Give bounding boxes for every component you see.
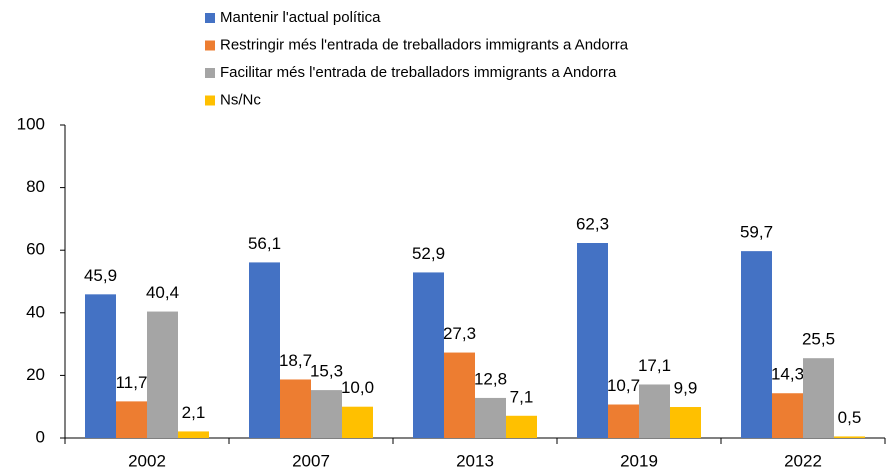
data-label: 14,3: [771, 365, 804, 384]
data-label: 0,5: [838, 408, 862, 427]
bar: [577, 243, 608, 438]
data-label: 10,0: [341, 378, 374, 397]
bar: [803, 358, 834, 438]
y-tick-label: 20: [26, 365, 45, 384]
data-label: 9,9: [674, 378, 698, 397]
x-tick-label: 2002: [128, 451, 166, 470]
data-label: 12,8: [474, 369, 507, 388]
data-label: 25,5: [802, 330, 835, 349]
legend-swatch: [205, 40, 215, 51]
y-tick-label: 40: [26, 302, 45, 321]
bar: [772, 393, 803, 438]
legend-label: Mantenir l'actual política: [220, 9, 381, 26]
legend-swatch: [205, 13, 215, 23]
bar: [506, 415, 537, 438]
data-label: 56,1: [248, 234, 281, 253]
data-label: 52,9: [412, 244, 445, 263]
bar: [670, 407, 701, 438]
data-label: 2,1: [182, 403, 206, 422]
y-tick-label: 60: [26, 240, 45, 259]
bar: [342, 406, 373, 438]
data-label: 11,7: [116, 373, 148, 392]
bar: [147, 311, 178, 438]
data-label: 18,7: [279, 351, 312, 370]
bar: [834, 436, 865, 438]
legend-label: Restringir més l'entrada de treballadors…: [220, 36, 629, 53]
data-label: 7,1: [510, 387, 534, 406]
y-tick-label: 0: [36, 427, 45, 446]
bar: [444, 352, 475, 438]
x-tick-label: 2019: [620, 451, 658, 470]
data-label: 62,3: [576, 214, 609, 233]
bar: [741, 251, 772, 438]
bar: [413, 272, 444, 438]
data-label: 27,3: [443, 324, 476, 343]
y-tick-label: 100: [17, 114, 45, 133]
bar: [475, 397, 506, 438]
bar: [249, 262, 280, 438]
bar: [311, 390, 342, 438]
data-label: 10,7: [607, 376, 640, 395]
data-label: 59,7: [740, 223, 773, 242]
legend-label: Ns/Nc: [220, 91, 261, 108]
bar: [280, 379, 311, 438]
data-label: 45,9: [84, 266, 117, 285]
bar: [178, 431, 209, 438]
data-label: 15,3: [310, 362, 343, 381]
bar: [639, 384, 670, 438]
legend-swatch: [205, 95, 215, 106]
y-tick-label: 80: [26, 177, 45, 196]
bar: [608, 404, 639, 438]
legend-swatch: [205, 68, 215, 78]
x-tick-label: 2007: [292, 451, 330, 470]
data-label: 40,4: [146, 283, 179, 302]
bar: [85, 294, 116, 438]
legend-label: Facilitar més l'entrada de treballadors …: [220, 64, 617, 81]
x-tick-label: 2013: [456, 451, 494, 470]
bar: [116, 401, 147, 438]
data-label: 17,1: [638, 356, 671, 375]
x-tick-label: 2022: [784, 451, 822, 470]
